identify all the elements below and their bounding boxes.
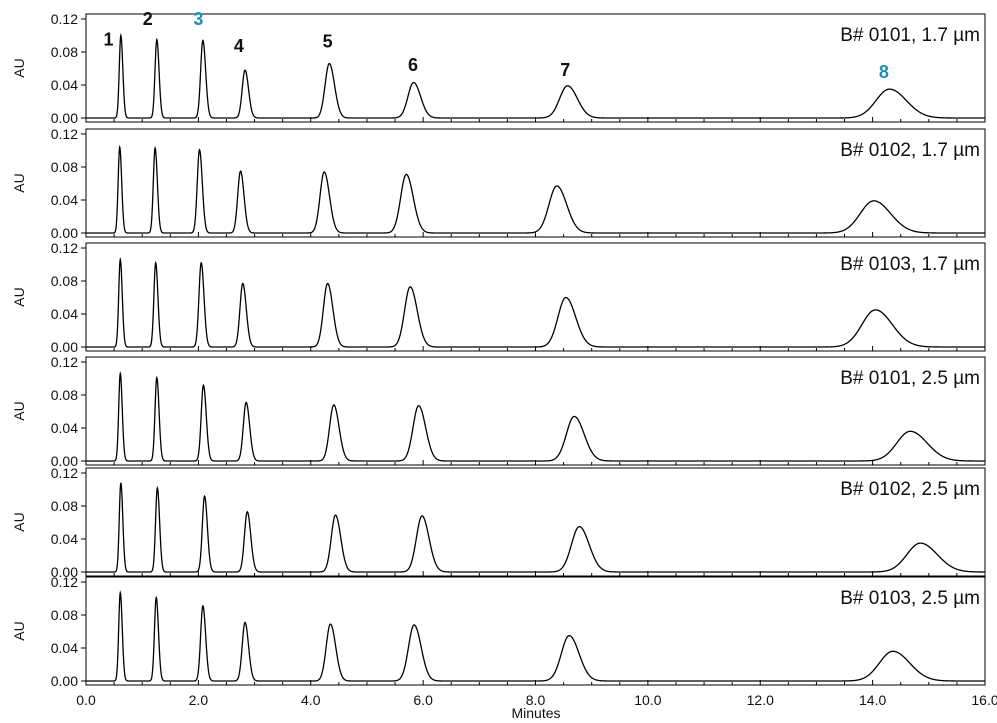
y-axis-title: AU [11, 173, 27, 192]
chromatogram-panel: 0.00 0.04 0.08 0.12 AU B# 0103, 1.7 µm [11, 240, 986, 355]
y-tick-label: 0.12 [51, 126, 78, 142]
y-tick-label: 0.08 [51, 44, 78, 60]
series-line [86, 590, 985, 682]
x-axis-title: Minutes [511, 705, 560, 721]
y-tick-label: 0.08 [51, 607, 78, 623]
y-tick-label: 0.00 [51, 225, 78, 241]
chromatogram-panel: 0.00 0.04 0.08 0.12 AU B# 0103, 2.5 µm [11, 574, 986, 689]
y-tick-label: 0.04 [51, 77, 78, 93]
y-tick-label: 0.00 [51, 453, 78, 469]
y-axis-title: AU [11, 512, 27, 531]
series-line [86, 482, 985, 573]
y-tick-label: 0.04 [51, 531, 78, 547]
peak-number-label: 8 [879, 62, 889, 82]
y-tick-label: 0.00 [51, 339, 78, 355]
y-tick-label: 0.04 [51, 192, 78, 208]
y-tick-label: 0.04 [51, 306, 78, 322]
y-axis-title: AU [11, 621, 27, 640]
series-label: B# 0101, 1.7 µm [840, 25, 980, 46]
y-tick-label: 0.12 [51, 574, 78, 590]
x-tick-label: 0.0 [76, 692, 96, 708]
peak-number-label: 4 [234, 36, 244, 56]
y-tick-label: 0.00 [51, 110, 78, 126]
peak-number-label: 2 [143, 9, 153, 29]
x-tick-label: 4.0 [301, 692, 321, 708]
x-tick-label: 2.0 [189, 692, 209, 708]
peak-number-label: 1 [103, 30, 113, 50]
series-label: B# 0102, 1.7 µm [840, 140, 980, 161]
x-axis: 0.0 2.0 4.0 6.0 8.0 10.0 12.0 14.0 16.0 [76, 692, 997, 708]
x-tick-label: 14.0 [859, 692, 886, 708]
x-tick-label: 12.0 [747, 692, 774, 708]
chromatogram-panel: 0.00 0.04 0.08 0.12 AU B# 0102, 2.5 µm [11, 465, 986, 580]
series-line [86, 371, 985, 462]
peak-number-label: 6 [408, 55, 418, 75]
y-axis-title: AU [11, 401, 27, 420]
y-tick-label: 0.04 [51, 420, 78, 436]
y-tick-label: 0.12 [51, 465, 78, 481]
chromatogram-panel: 0.00 0.04 0.08 0.12 AU B# 0101, 2.5 µm [11, 354, 986, 469]
series-label: B# 0101, 2.5 µm [840, 368, 980, 389]
y-axis-title: AU [11, 287, 27, 306]
x-tick-label: 6.0 [413, 692, 433, 708]
series-line [86, 144, 985, 234]
y-tick-label: 0.08 [51, 498, 78, 514]
series-line [86, 33, 985, 119]
chromatogram-panels: 0.00 0.04 0.08 0.12 AU B# 0101, 1.7 µm 1 2 3 4 5 6 7… [11, 9, 986, 689]
series-label: B# 0103, 2.5 µm [840, 588, 980, 609]
y-tick-label: 0.12 [51, 354, 78, 370]
x-tick-label: 10.0 [634, 692, 661, 708]
y-tick-label: 0.08 [51, 387, 78, 403]
y-tick-label: 0.12 [51, 11, 78, 27]
y-tick-label: 0.00 [51, 673, 78, 689]
series-label: B# 0103, 1.7 µm [840, 254, 980, 275]
x-tick-label: 8.0 [526, 692, 546, 708]
y-axis-title: AU [11, 58, 27, 77]
series-line [86, 257, 985, 348]
peak-number-label: 5 [323, 31, 333, 51]
x-tick-label: 16.0 [971, 692, 997, 708]
series-label: B# 0102, 2.5 µm [840, 479, 980, 500]
y-tick-label: 0.08 [51, 159, 78, 175]
peak-number-label: 3 [193, 9, 203, 29]
y-tick-label: 0.00 [51, 564, 78, 580]
y-tick-label: 0.08 [51, 273, 78, 289]
chromatogram-panel: 0.00 0.04 0.08 0.12 AU B# 0102, 1.7 µm [11, 126, 986, 241]
y-tick-label: 0.12 [51, 240, 78, 256]
peak-number-label: 7 [560, 60, 570, 80]
y-tick-label: 0.04 [51, 640, 78, 656]
chromatogram-panel: 0.00 0.04 0.08 0.12 AU B# 0101, 1.7 µm 1 2 3 4 5 6 7… [11, 9, 986, 126]
